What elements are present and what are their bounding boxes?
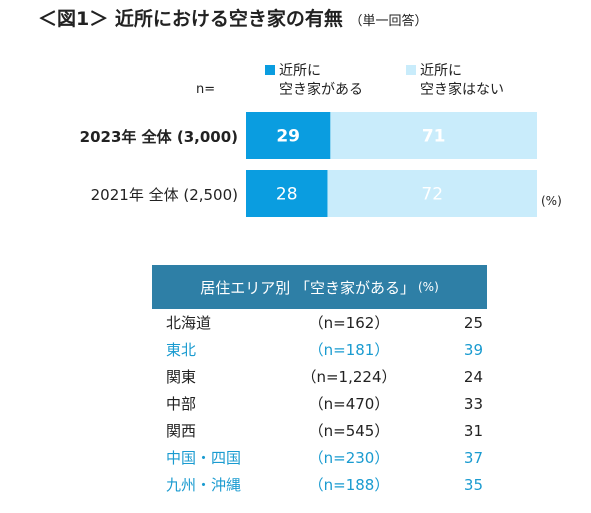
region-value: 25 — [463, 313, 483, 332]
region-n: （n=162） — [308, 314, 390, 332]
region-value: 24 — [463, 367, 483, 386]
region-n: （n=188） — [308, 476, 390, 494]
region-n: （n=470） — [308, 395, 390, 413]
table-header: 居住エリア別 「空き家がある」 (%) — [152, 265, 487, 309]
legend-item-none: 近所に 空き家はない — [406, 62, 504, 100]
legend-label-has: 近所に 空き家がある — [279, 63, 363, 98]
legend-label-none: 近所に 空き家はない — [420, 63, 504, 98]
region-n: （n=1,224） — [301, 368, 397, 386]
table-row: 北海道 （n=162） 25 — [152, 309, 487, 336]
bar-label-has-0: 29 — [276, 127, 300, 147]
region-name: 関西 — [166, 422, 197, 440]
table-row: 関東 （n=1,224） 24 — [152, 363, 487, 390]
bar-none-1 — [327, 170, 537, 217]
bar-label-none-0: 71 — [422, 127, 446, 147]
table-row: 中国・四国 （n=230） 37 — [152, 444, 487, 471]
table-row: 東北 （n=181） 39 — [152, 336, 487, 363]
table-header-label: 居住エリア別 「空き家がある」 — [200, 278, 415, 297]
region-value: 39 — [463, 340, 483, 359]
bar-chart: 29 71 28 72 — [246, 112, 537, 217]
table-header-unit: (%) — [418, 280, 439, 294]
bar-label-none-1: 72 — [421, 185, 443, 205]
region-value: 33 — [463, 394, 483, 413]
legend-swatch-none — [406, 65, 416, 75]
region-name: 東北 — [166, 341, 197, 359]
n-label: n= — [196, 82, 216, 97]
legend-item-has: 近所に 空き家がある — [265, 62, 363, 100]
region-n: （n=545） — [308, 422, 390, 440]
chart-subtitle: （単一回答） — [349, 14, 428, 29]
region-name: 関東 — [166, 368, 197, 386]
legend-swatch-has — [265, 65, 275, 75]
bar-has-0 — [246, 112, 331, 159]
bar-has-1 — [246, 170, 328, 217]
region-name: 北海道 — [166, 314, 212, 332]
table-row: 関西 （n=545） 31 — [152, 417, 487, 444]
region-value: 37 — [463, 448, 483, 467]
table-body: 北海道 （n=162） 25 東北 （n=181） 39 関東 （n=1,224） 24 中部 （n… — [152, 309, 487, 498]
bar-none-0 — [330, 112, 537, 159]
table-row: 中部 （n=470） 33 — [152, 390, 487, 417]
chart-title: ＜図1＞ 近所における空き家の有無 （単一回答） — [38, 4, 427, 31]
region-value: 35 — [463, 475, 483, 494]
region-n: （n=181） — [308, 341, 390, 359]
chart-title-main: ＜図1＞ 近所における空き家の有無 — [38, 8, 343, 30]
region-name: 中国・四国 — [166, 449, 242, 467]
bar-label-has-1: 28 — [276, 185, 298, 205]
row-label-2021: 2021年 全体 (2,500) — [90, 186, 238, 204]
region-value: 31 — [463, 421, 483, 440]
region-n: （n=230） — [308, 449, 390, 467]
region-name: 九州・沖縄 — [166, 476, 242, 494]
table-row: 九州・沖縄 （n=188） 35 — [152, 471, 487, 498]
region-name: 中部 — [166, 395, 197, 413]
region-table: 居住エリア別 「空き家がある」 (%) 北海道 （n=162） 25 東北 （n=181）… — [152, 265, 487, 498]
row-label-2023: 2023年 全体 (3,000) — [79, 128, 238, 146]
unit-label: (%) — [541, 194, 562, 208]
